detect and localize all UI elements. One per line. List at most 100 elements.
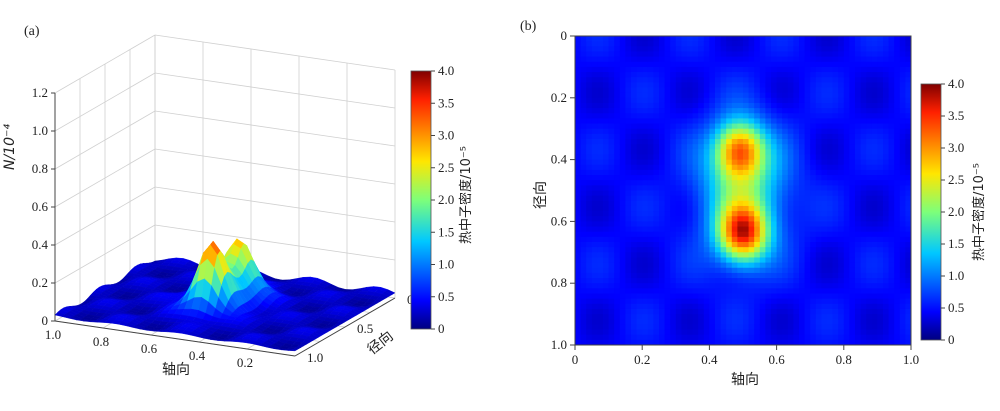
heatmap-cell [843,324,850,331]
heatmap-cell [715,102,722,109]
heatmap-cell [860,123,867,130]
heatmap-cell [832,66,839,73]
heatmap-cell [759,113,766,119]
heatmap-cell [664,262,671,269]
heatmap-cell [754,252,761,259]
heatmap-cell [731,278,738,284]
heatmap-cell [625,164,632,171]
heatmap-cell [603,314,610,320]
heatmap-cell [586,303,593,310]
heatmap-cell [715,262,722,269]
heatmap-cell [838,66,845,73]
heatmap-cell [827,293,834,300]
heatmap-cell [754,139,761,145]
y-tick-label: 0 [407,292,414,307]
heatmap-cell [664,257,671,264]
heatmap-cell [855,288,862,295]
heatmap-cell [905,102,911,109]
heatmap-cell [843,226,850,233]
heatmap-cell [625,139,632,145]
heatmap-cell [754,324,761,331]
heatmap-cell [849,139,856,145]
heatmap-cell [821,113,828,119]
heatmap-cell [793,293,800,300]
heatmap-cell [597,46,604,53]
heatmap-cell [821,123,828,130]
heatmap-cell [827,128,834,135]
heatmap-cell [653,66,660,73]
heatmap-cell [827,82,834,89]
heatmap-cell [754,303,761,310]
heatmap-cell [726,226,733,233]
heatmap-cell [597,298,604,305]
heatmap-cell [743,205,750,212]
heatmap-cell [642,283,649,289]
heatmap-cell [860,102,867,109]
heatmap-cell [675,308,682,315]
heatmap-cell [698,82,705,89]
heatmap-cell [619,314,626,320]
heatmap-cell [771,82,778,89]
heatmap-cell [586,200,593,207]
heatmap-cell [883,298,890,305]
heatmap-cell [636,139,643,145]
z-tick-label: 0 [42,313,49,328]
heatmap-cell [843,118,850,125]
heatmap-cell [905,108,911,114]
heatmap-cell [815,36,822,42]
heatmap-cell [692,118,699,125]
heatmap-cell [603,113,610,119]
heatmap-cell [832,149,839,156]
heatmap-cell [692,41,699,47]
heatmap-cell [608,159,615,166]
heatmap-cell [894,149,901,156]
heatmap-cell [653,211,660,217]
heatmap-cell [883,108,890,114]
heatmap-cell [799,231,806,238]
heatmap-cell [810,252,817,259]
heatmap-cell [687,226,694,233]
heatmap-cell [866,334,873,341]
heatmap-cell [871,51,878,58]
heatmap-cell [642,77,649,83]
heatmap-cell [821,118,828,125]
heatmap-cell [849,308,856,315]
heatmap-cell [793,61,800,68]
heatmap-cell [692,87,699,94]
heatmap-cell [793,195,800,202]
heatmap-cell [894,41,901,47]
heatmap-cell [799,102,806,109]
heatmap-cell [743,200,750,207]
heatmap-cell [810,51,817,58]
heatmap-cell [619,51,626,58]
heatmap-cell [709,252,716,259]
heatmap-cell [860,329,867,336]
heatmap-cell [659,267,666,274]
heatmap-cell [838,46,845,53]
heatmap-cell [675,61,682,68]
heatmap-cell [715,242,722,248]
heatmap-cell [670,51,677,58]
heatmap-cell [776,293,783,300]
heatmap-cell [871,231,878,238]
heatmap-cell [670,97,677,104]
heatmap-cell [726,252,733,259]
heatmap-cell [636,257,643,264]
heatmap-cell [659,288,666,295]
heatmap-cell [843,221,850,228]
heatmap-cell [821,92,828,99]
heatmap-cell [586,272,593,279]
heatmap-cell [905,324,911,331]
heatmap-cell [670,190,677,197]
heatmap-cell [832,118,839,125]
heatmap-cell [860,180,867,186]
heatmap-cell [799,72,806,78]
heatmap-cell [631,200,638,207]
heatmap-cell [698,92,705,99]
heatmap-cell [838,144,845,150]
heatmap-cell [681,175,688,181]
heatmap-cell [731,324,738,331]
heatmap-cell [866,195,873,202]
heatmap-cell [737,77,744,83]
heatmap-cell [905,226,911,233]
